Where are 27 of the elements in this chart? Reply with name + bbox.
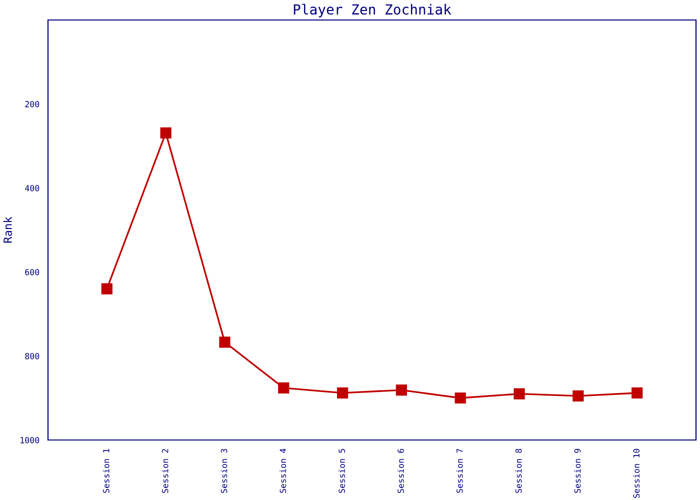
point xyxy=(572,390,584,402)
point xyxy=(514,388,525,400)
point xyxy=(101,283,112,294)
y-axis-title: Rank xyxy=(3,216,12,243)
chart-title: Player Zen Zochniak xyxy=(294,4,452,18)
y-tick-label: 400 xyxy=(25,185,40,192)
x-tick-label: Session 5 xyxy=(338,449,345,493)
point xyxy=(160,127,172,139)
x-tick-label: Session 1 xyxy=(102,448,110,493)
x-tick-label: Session 6 xyxy=(397,448,404,493)
y-tick-label: 800 xyxy=(25,353,40,360)
x-tick-label: Session 3 xyxy=(220,448,228,493)
x-tick-label: Session 4 xyxy=(280,448,286,493)
point xyxy=(454,392,466,404)
y-tick-label: 1000 xyxy=(20,437,40,444)
y-tick-label: 200 xyxy=(25,101,40,108)
point xyxy=(336,387,348,399)
x-tick-label: Session 7 xyxy=(456,448,463,493)
x-tick-label: Session 10 xyxy=(633,448,640,498)
x-tick-label: Session 9 xyxy=(574,448,581,493)
y-tick-label: 600 xyxy=(25,269,40,276)
x-tick-label: Session 2 xyxy=(162,449,168,493)
point xyxy=(632,387,643,399)
point xyxy=(219,336,230,348)
x-tick-label: Session 8 xyxy=(515,448,522,493)
point xyxy=(278,382,290,394)
point xyxy=(396,384,408,396)
